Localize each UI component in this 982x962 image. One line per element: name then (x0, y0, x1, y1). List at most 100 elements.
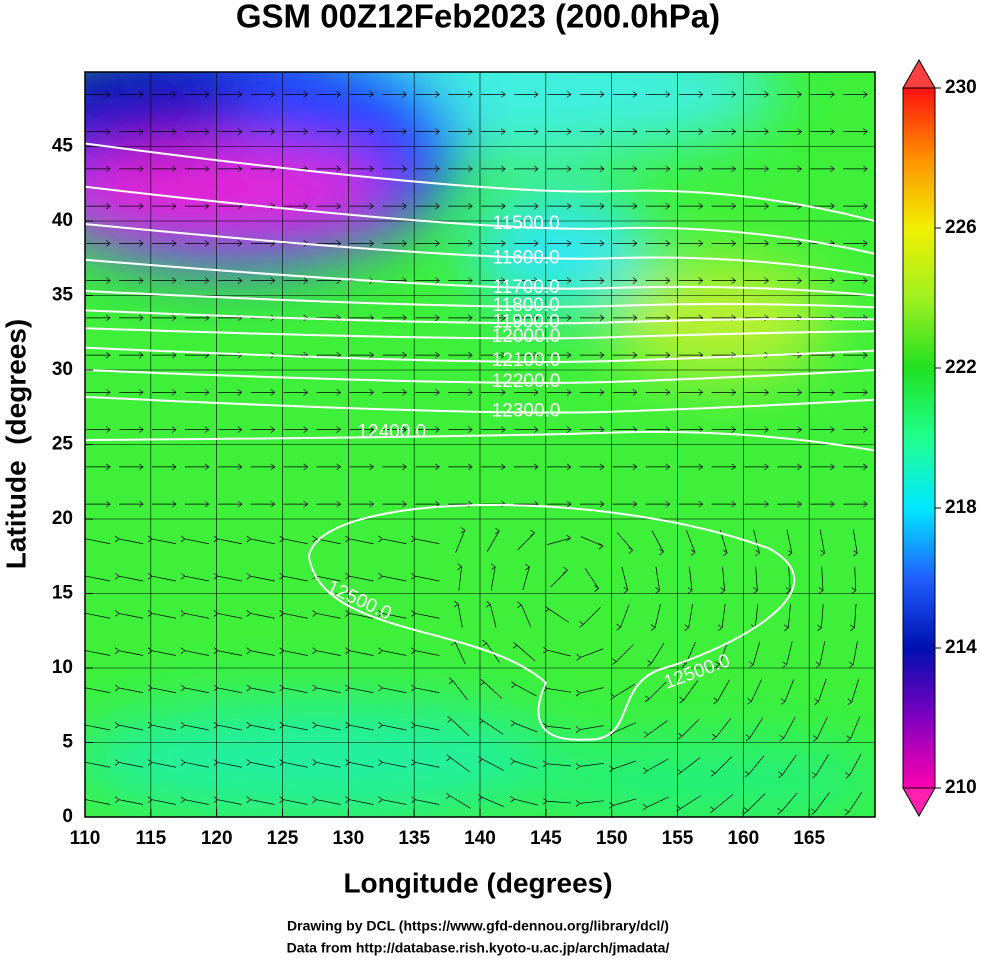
streamline-arrow (85, 723, 111, 731)
streamline-arrow (114, 759, 144, 768)
streamline-arrow (522, 563, 530, 591)
streamline-arrow (481, 128, 506, 135)
streamline-arrow (720, 566, 726, 594)
streamline-arrow (316, 389, 342, 396)
streamline-arrow (279, 721, 308, 731)
streamline-arrow (114, 721, 144, 731)
streamline-arrow (316, 426, 342, 433)
streamline-arrow (715, 641, 728, 668)
streamline-arrow (810, 202, 835, 210)
streamline-arrow (579, 165, 605, 173)
streamline-arrow (843, 128, 868, 135)
streamline-arrow (576, 648, 604, 661)
streamline-arrow (511, 681, 537, 697)
streamline-arrow (349, 426, 375, 433)
contour-line (85, 346, 875, 363)
streamline-arrow (612, 500, 638, 508)
streamline-arrow (217, 500, 243, 508)
streamline-arrow (711, 426, 737, 433)
contour-label: 11500.0 (492, 213, 559, 234)
x-tick-label: 140 (464, 828, 496, 849)
streamline-arrow (645, 277, 671, 284)
streamline-arrow (777, 500, 803, 508)
contour-label: 12200.0 (492, 371, 561, 392)
streamline-arrow (415, 165, 440, 173)
streamline-arrow (415, 128, 440, 135)
streamline-arrow (448, 202, 473, 210)
x-tick-label: 145 (530, 828, 562, 849)
streamline-arrow (349, 240, 375, 247)
streamline-arrow (345, 647, 374, 656)
y-tick-label: 20 (52, 508, 73, 529)
streamline-arrow (448, 351, 473, 359)
streamline-arrow (579, 91, 605, 98)
streamline-arrow (345, 796, 374, 805)
streamline-arrow (217, 91, 243, 98)
streamline-arrow (152, 240, 177, 247)
streamline-arrow (547, 240, 572, 247)
streamline-arrow (616, 532, 634, 554)
footer-line: Drawing by DCL (https://www.gfd-dennou.o… (287, 918, 669, 934)
streamline-arrow (147, 759, 177, 768)
streamline-arrow (217, 277, 243, 284)
streamline-arrow (378, 684, 407, 694)
streamline-arrow (843, 500, 868, 508)
streamline-arrow (114, 647, 144, 656)
streamline-arrow (580, 536, 604, 550)
contour-line (307, 503, 796, 741)
contour-label: 11700.0 (492, 277, 559, 298)
streamline-arrow (382, 202, 408, 210)
streamline-arrow (382, 500, 408, 508)
streamline-arrow (246, 684, 275, 694)
streamline-arrow (415, 351, 440, 359)
streamline-arrow (650, 604, 661, 631)
streamline-arrow (180, 721, 209, 731)
streamline-arrow (517, 601, 532, 628)
streamline-arrow (717, 603, 726, 632)
streamline-arrow (478, 756, 504, 771)
streamline-arrow (514, 128, 539, 135)
streamline-arrow (217, 389, 243, 396)
streamline-arrow (817, 603, 824, 632)
streamline-arrow (250, 500, 276, 508)
streamline-arrow (684, 603, 693, 631)
streamline-arrow (114, 796, 144, 805)
streamline-arrow (481, 165, 506, 173)
streamline-arrow (85, 798, 111, 805)
streamline-arrow (250, 277, 276, 284)
streamline-arrow (411, 535, 440, 545)
streamline-arrow (743, 793, 766, 814)
streamline-arrow (184, 277, 210, 284)
streamline-arrow (777, 426, 803, 433)
streamline-arrow (382, 426, 408, 433)
streamline-arrow (382, 128, 408, 135)
streamline-arrow (446, 754, 471, 773)
streamline-arrow (152, 500, 177, 508)
x-tick-label: 130 (332, 828, 364, 849)
contour-label: 12400.0 (357, 422, 426, 443)
streamline-arrow (481, 202, 506, 210)
streamline-arrow (612, 277, 638, 284)
streamline-arrow (345, 759, 374, 768)
colorbar-max-arrow (902, 58, 936, 89)
streamline-arrow (316, 165, 342, 173)
streamline-arrow (490, 563, 496, 591)
streamline-arrow (711, 463, 737, 471)
streamline-arrow (514, 463, 539, 471)
x-tick-label: 165 (793, 828, 825, 849)
streamline-arrow (486, 527, 500, 552)
streamline-arrow (745, 717, 764, 741)
streamline-arrow (85, 761, 111, 768)
streamline-arrow (678, 165, 704, 173)
streamline-arrow (711, 240, 737, 247)
streamline-arrow (678, 202, 704, 210)
x-tick-label: 160 (727, 828, 759, 849)
streamline-arrow (415, 277, 440, 284)
streamline-arrow (316, 500, 342, 508)
streamline-arrow (713, 679, 730, 705)
streamline-arrow (846, 716, 861, 742)
y-tick-label: 40 (52, 210, 73, 231)
streamline-arrow (612, 463, 638, 471)
streamline-arrow (810, 389, 835, 396)
streamline-arrow (612, 128, 638, 135)
